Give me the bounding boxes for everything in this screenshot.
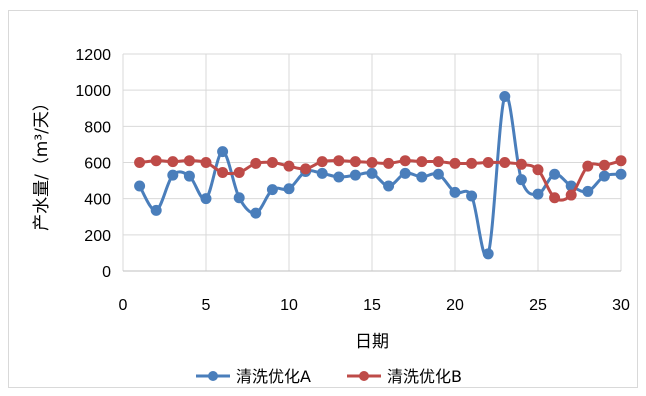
x-tick-label: 5 — [202, 297, 211, 314]
data-point — [349, 169, 361, 181]
data-point — [316, 156, 328, 168]
chart-frame — [8, 10, 638, 388]
legend-swatch-marker — [359, 371, 369, 381]
data-point — [499, 90, 511, 102]
data-point — [449, 186, 461, 198]
data-point — [167, 156, 179, 168]
x-tick-label: 10 — [280, 297, 298, 314]
y-tick-label: 1200 — [75, 47, 111, 64]
data-point — [383, 180, 395, 192]
data-point — [283, 160, 295, 172]
data-point — [532, 188, 544, 200]
data-point — [582, 160, 594, 172]
data-point — [366, 157, 378, 168]
x-tick-label: 25 — [529, 297, 547, 314]
data-point — [167, 169, 179, 181]
data-point — [183, 170, 195, 182]
data-point — [233, 192, 245, 204]
y-tick-label: 1000 — [75, 83, 111, 100]
data-point — [217, 166, 229, 178]
x-tick-label: 15 — [363, 297, 381, 314]
data-point — [449, 157, 461, 169]
axis-titles: 日期 产水量/（m³/天） — [32, 94, 389, 352]
y-tick-label: 600 — [84, 156, 111, 173]
data-point — [432, 168, 444, 180]
y-tick-label: 0 — [102, 264, 111, 281]
legend-swatch-marker — [208, 371, 218, 381]
series-lines — [134, 90, 627, 260]
data-point — [333, 155, 345, 167]
data-point — [582, 185, 594, 197]
legend-label: 清洗优化B — [387, 367, 462, 386]
data-point — [150, 204, 162, 216]
data-point — [283, 183, 295, 195]
data-point — [250, 207, 262, 219]
data-point — [416, 171, 428, 183]
data-point — [399, 155, 411, 167]
data-point — [134, 157, 146, 168]
data-point — [549, 168, 561, 180]
data-point — [499, 157, 511, 168]
data-point — [183, 155, 195, 167]
data-point — [399, 167, 411, 179]
data-point — [366, 167, 378, 179]
data-point — [233, 166, 245, 178]
legend-label: 清洗优化A — [236, 367, 311, 386]
data-point — [333, 171, 345, 183]
y-tick-label: 400 — [84, 192, 111, 209]
series-line — [138, 93, 622, 259]
data-point — [515, 174, 527, 186]
x-tick-label: 30 — [612, 297, 630, 314]
data-point — [200, 193, 212, 205]
data-point — [615, 155, 627, 167]
data-point — [416, 156, 428, 168]
tick-labels: 0 200 400 600 800 1000 1200 0 5 10 15 20 25 30 — [75, 47, 630, 314]
data-point — [482, 248, 494, 260]
x-tick-label: 0 — [119, 297, 128, 314]
legend: 清洗优化A 清洗优化B — [196, 367, 462, 386]
data-point — [466, 190, 478, 202]
data-point — [316, 167, 328, 179]
series-a — [134, 90, 627, 260]
series-b — [134, 155, 627, 204]
data-point — [349, 156, 361, 168]
x-axis-title: 日期 — [355, 332, 389, 352]
y-axis-title: 产水量/（m³/天） — [32, 94, 52, 231]
legend-item-series-a: 清洗优化A — [196, 367, 311, 386]
data-point — [565, 189, 577, 201]
y-tick-label: 200 — [84, 228, 111, 245]
data-point — [134, 180, 146, 192]
data-point — [383, 157, 395, 169]
legend-item-series-b: 清洗优化B — [347, 367, 462, 386]
data-point — [515, 158, 527, 170]
data-point — [150, 155, 162, 167]
data-point — [266, 184, 278, 196]
data-point — [598, 170, 610, 182]
data-point — [466, 157, 478, 169]
y-tick-label: 800 — [84, 119, 111, 136]
data-point — [300, 163, 312, 175]
data-point — [549, 192, 561, 204]
data-point — [615, 168, 627, 180]
data-point — [217, 146, 229, 158]
data-point — [482, 157, 494, 168]
data-point — [200, 157, 212, 168]
x-tick-label: 20 — [446, 297, 464, 314]
data-point — [250, 157, 262, 169]
data-point — [532, 164, 544, 176]
data-point — [266, 157, 278, 168]
data-point — [432, 156, 444, 168]
data-point — [598, 159, 610, 171]
